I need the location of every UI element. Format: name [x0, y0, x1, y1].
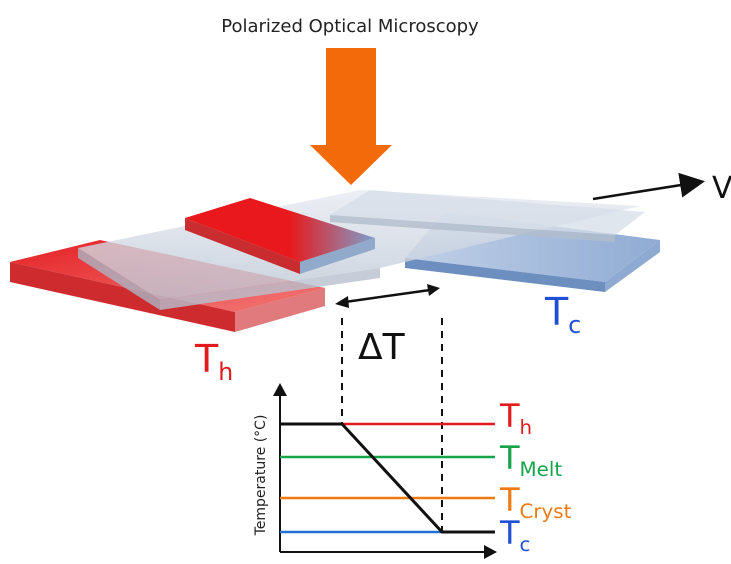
gradient-label: ΔT [358, 327, 405, 368]
graph-label-tc-symbol: T [500, 514, 520, 552]
hot-zone-symbol: T [195, 337, 219, 381]
graph-label-tcryst-subscript: Cryst [519, 499, 572, 523]
graph-label-th-symbol: T [500, 397, 520, 435]
graph-label-tc: Tc [500, 514, 530, 554]
cover-glass [330, 190, 645, 242]
graph-label-th: Th [500, 397, 532, 437]
graph-label-tcryst: TCryst [500, 481, 571, 521]
graph-label-tmelt-subscript: Melt [519, 457, 563, 481]
hot-zone-subscript: h [218, 358, 234, 387]
temperature-profile [280, 422, 495, 534]
velocity-arrow [592, 172, 705, 201]
graph-label-tmelt: TMelt [500, 439, 562, 479]
temperature-graph [273, 383, 497, 559]
graph-label-tmelt-symbol: T [500, 439, 520, 477]
hot-zone-label: Th [195, 337, 233, 384]
graph-label-tcryst-symbol: T [500, 481, 520, 519]
graph-y-label: Temperature (°C) [253, 414, 269, 536]
sample-slab [185, 198, 375, 274]
graph-label-tc-subscript: c [519, 532, 531, 556]
cold-zone-symbol: T [545, 290, 569, 334]
cold-zone-label: Tc [545, 290, 581, 337]
gap-double-arrow [335, 284, 440, 308]
page-title: Polarized Optical Microscopy [221, 16, 479, 37]
graph-label-th-subscript: h [519, 415, 533, 439]
cold-zone-subscript: c [568, 311, 582, 340]
velocity-label: V [712, 171, 731, 206]
microscopy-arrow [310, 48, 392, 185]
